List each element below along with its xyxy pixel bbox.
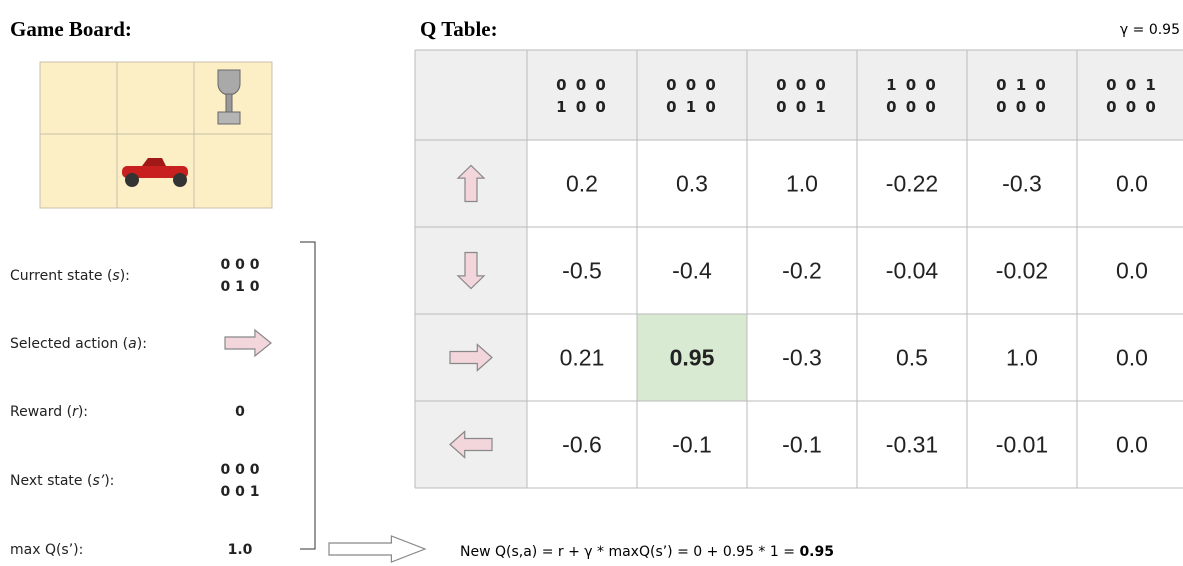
q-value: 0.5 xyxy=(896,345,928,371)
q-value: -0.31 xyxy=(886,432,938,458)
column-header: 1 0 0 xyxy=(886,76,938,94)
q-table: 0 0 0 1 0 0 0 0 0 0 1 0 0 0 0 0 0 1 1 0 0 0 0 0… xyxy=(415,50,1183,488)
game-board xyxy=(40,62,272,208)
label-part: Selected action ( xyxy=(10,336,128,352)
item-value: 0 0 0 xyxy=(221,257,260,273)
label-part: ): xyxy=(120,268,130,284)
board-title: Game Board: xyxy=(10,17,132,41)
q-value: 1.0 xyxy=(786,171,818,197)
q-value: -0.6 xyxy=(562,432,602,458)
label-part: s xyxy=(112,268,119,284)
q-value: -0.2 xyxy=(782,258,822,284)
item-value: 0 0 0 xyxy=(221,462,260,478)
header-bg xyxy=(415,50,1183,140)
column-header: 0 0 0 xyxy=(666,76,718,94)
label-part: s’ xyxy=(92,473,104,489)
q-value: -0.5 xyxy=(562,258,602,284)
label-part: ): xyxy=(104,473,114,489)
column-header: 0 0 0 xyxy=(886,98,938,116)
column-header: 0 0 0 xyxy=(996,98,1048,116)
gamma: γ = 0.95 xyxy=(1120,22,1180,38)
column-header: 0 0 0 xyxy=(556,76,608,94)
q-value: -0.1 xyxy=(782,432,822,458)
label-part: ): xyxy=(137,336,147,352)
q-value: 1.0 xyxy=(1006,345,1038,371)
q-value: -0.22 xyxy=(886,171,938,197)
item-value: 1.0 xyxy=(228,542,253,558)
q-value: 0.95 xyxy=(670,345,715,371)
item-value: 0 0 1 xyxy=(221,484,260,500)
item-value: 0 xyxy=(235,404,245,420)
q-value: 0.0 xyxy=(1116,258,1148,284)
label-part: a xyxy=(128,336,137,352)
item-value: 0 1 0 xyxy=(221,279,260,295)
item-label: Next state (s’): xyxy=(10,473,114,489)
q-value: -0.02 xyxy=(996,258,1048,284)
q-value: -0.4 xyxy=(672,258,712,284)
panel: Current state (s): 0 0 0 0 1 0 Selected act… xyxy=(10,242,425,562)
q-value: 0.3 xyxy=(676,171,708,197)
item-label: Reward (r): xyxy=(10,404,88,420)
table-title: Q Table: xyxy=(420,17,498,41)
label-part: Next state ( xyxy=(10,473,92,489)
formula: New Q(s,a) = r + γ * maxQ(s’) = 0 + 0.95… xyxy=(460,544,834,560)
q-value: 0.0 xyxy=(1116,171,1148,197)
bracket xyxy=(300,242,315,549)
formula-result: 0.95 xyxy=(799,544,834,560)
column-header: 0 0 1 xyxy=(1106,76,1158,94)
column-header: 1 0 0 xyxy=(556,98,608,116)
q-value: 0.0 xyxy=(1116,345,1148,371)
arrow-icon xyxy=(329,536,425,562)
q-value: -0.04 xyxy=(886,258,939,284)
q-value: -0.01 xyxy=(996,432,1048,458)
q-value: 0.0 xyxy=(1116,432,1148,458)
page: Game Board: Q Table: γ = 0.95 0 0 0 1 0 0… xyxy=(0,0,1183,566)
q-value: -0.3 xyxy=(782,345,822,371)
column-header: 0 1 0 xyxy=(666,98,718,116)
arrow-icon xyxy=(225,330,271,356)
label-part: Reward ( xyxy=(10,404,72,420)
item-label: max Q(s’): xyxy=(10,542,83,558)
label-part: max Q(s’): xyxy=(10,542,83,558)
column-header: 0 1 0 xyxy=(996,76,1048,94)
column-header: 0 0 0 xyxy=(776,76,828,94)
q-value: -0.1 xyxy=(672,432,712,458)
q-value: 0.2 xyxy=(566,171,598,197)
q-value: 0.21 xyxy=(560,345,605,371)
label-part: ): xyxy=(78,404,88,420)
column-header: 0 0 1 xyxy=(776,98,828,116)
item-label: Selected action (a): xyxy=(10,336,147,352)
formula-text: New Q(s,a) = r + γ * maxQ(s’) = 0 + 0.95… xyxy=(460,544,799,560)
item-label: Current state (s): xyxy=(10,268,130,284)
q-value: -0.3 xyxy=(1002,171,1042,197)
column-header: 0 0 0 xyxy=(1106,98,1158,116)
label-part: Current state ( xyxy=(10,268,112,284)
